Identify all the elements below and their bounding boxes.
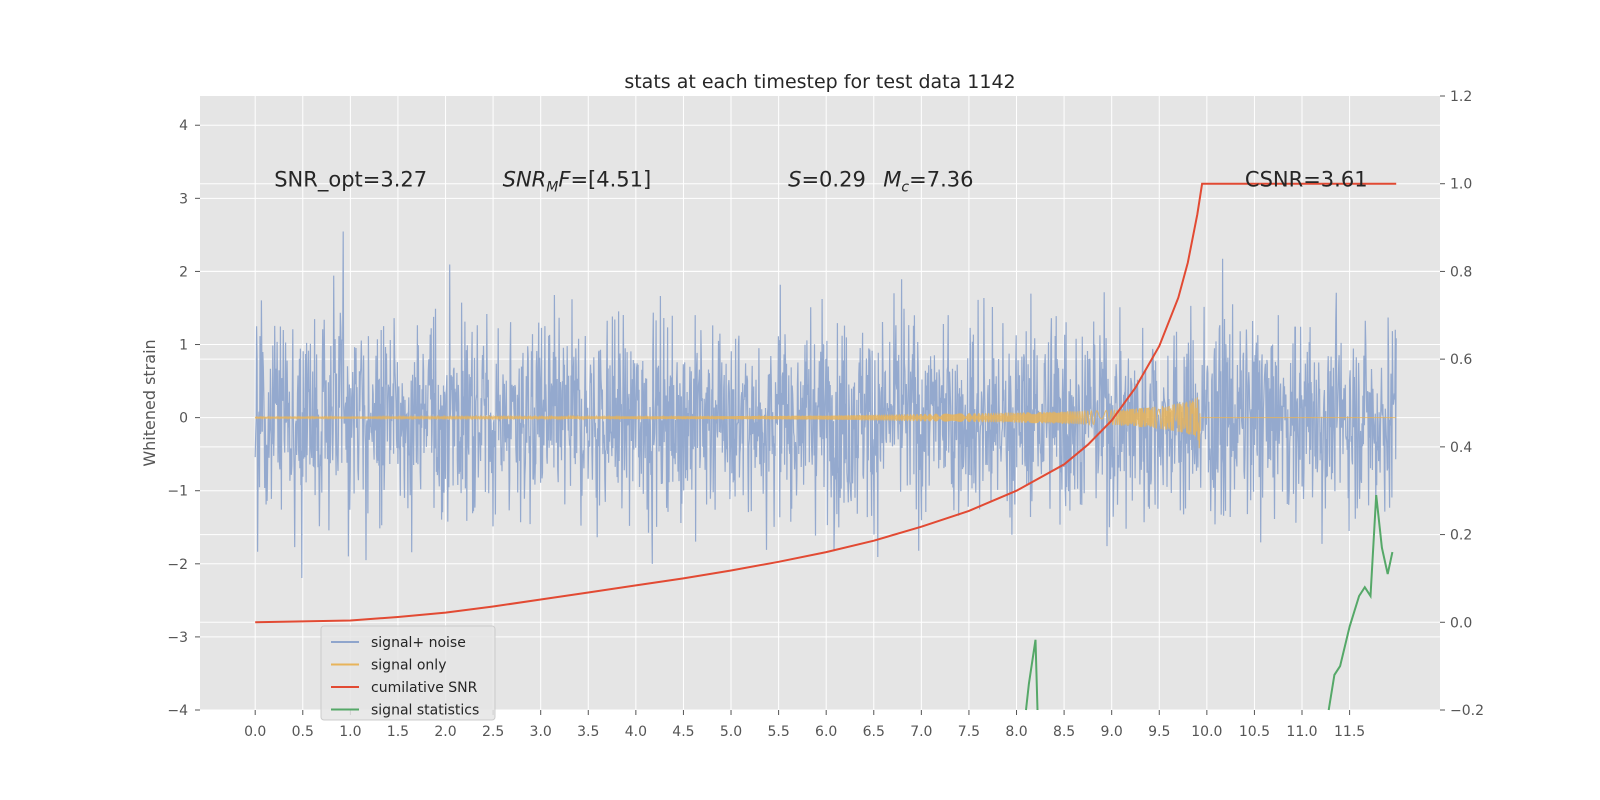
signal-only-line <box>254 397 1397 449</box>
annotation-csnr: CSNR=3.61 <box>1245 168 1368 192</box>
y2-tick-label: 0.4 <box>1450 440 1472 456</box>
x-tick-label: 9.5 <box>1148 724 1170 740</box>
x-tick-label: 3.5 <box>577 724 599 740</box>
legend-box <box>320 625 496 721</box>
y-tick-label: −1 <box>167 484 188 500</box>
y2-tick-label: 0.6 <box>1450 352 1472 368</box>
x-tick-label: 11.5 <box>1334 724 1365 740</box>
y-axis-label: Whitened strain <box>140 339 159 466</box>
y2-tick-label: −0.2 <box>1450 703 1484 719</box>
x-tick-label: 4.0 <box>625 724 647 740</box>
x-tick-label: 8.5 <box>1053 724 1075 740</box>
x-tick-label: 6.5 <box>863 724 885 740</box>
x-tick-label: 10.0 <box>1191 724 1222 740</box>
x-tick-label: 5.5 <box>767 724 789 740</box>
x-tick-label: 1.0 <box>339 724 361 740</box>
x-tick-label: 2.5 <box>482 724 504 740</box>
y-tick-label: 0 <box>179 411 188 427</box>
x-tick-label: 2.0 <box>434 724 456 740</box>
y-tick-label: −4 <box>167 703 188 719</box>
axis-ticks: 0.0 0.5 1.0 1.5 2.0 2.5 3.0 3.5 4.0 4.5 5.0 5.5 6.0 6… <box>167 89 1484 740</box>
cumulative-snr-line <box>255 182 1397 624</box>
legend-label: signal+ noise <box>371 635 466 651</box>
annotation-s-stat: S=0.29 <box>788 168 866 192</box>
legend-label: signal only <box>371 658 446 674</box>
signal-only-series <box>254 397 1397 449</box>
chart-title: stats at each timestep for test data 114… <box>624 71 1015 93</box>
annotation-mc: Mc=7.36 <box>883 168 973 196</box>
y-tick-label: 4 <box>179 118 188 134</box>
x-tick-label: 1.5 <box>387 724 409 740</box>
legend: signal+ noise signal only cumilative SNR si… <box>320 625 496 721</box>
x-tick-label: 9.0 <box>1101 724 1123 740</box>
y2-tick-label: 0.0 <box>1450 615 1472 631</box>
x-tick-label: 11.0 <box>1286 724 1317 740</box>
y-tick-label: 1 <box>179 338 188 354</box>
legend-label: signal statistics <box>371 703 479 719</box>
signal-statistics-line <box>1327 494 1394 711</box>
y-tick-label: −2 <box>167 557 188 573</box>
x-tick-label: 4.5 <box>672 724 694 740</box>
signal-noise-line <box>254 231 1397 579</box>
x-tick-label: 0.5 <box>292 724 314 740</box>
annotations: SNR_opt=3.27 SNRMF=[4.51] S=0.29 Mc=7.36 CSN… <box>274 168 1367 196</box>
legend-label: cumilative SNR <box>371 680 478 696</box>
y-tick-label: 3 <box>179 191 188 207</box>
x-tick-label: 7.5 <box>958 724 980 740</box>
x-tick-label: 3.0 <box>530 724 552 740</box>
y2-tick-label: 1.2 <box>1450 89 1472 105</box>
y2-tick-label: 0.8 <box>1450 264 1472 280</box>
y2-tick-label: 1.0 <box>1450 177 1472 193</box>
annotation-snr-opt: SNR_opt=3.27 <box>274 168 427 193</box>
annotation-snr-mf: SNRMF=[4.51] <box>503 168 652 196</box>
x-tick-label: 7.0 <box>910 724 932 740</box>
signal-statistics-line <box>1025 639 1039 711</box>
signal-statistics-series <box>1025 494 1394 711</box>
y-tick-label: 2 <box>179 264 188 280</box>
x-tick-label: 6.0 <box>815 724 837 740</box>
y-tick-label: −3 <box>167 630 188 646</box>
y2-tick-label: 0.2 <box>1450 528 1472 544</box>
x-tick-label: 8.0 <box>1005 724 1027 740</box>
signal-noise-series <box>254 231 1397 579</box>
x-tick-label: 0.0 <box>244 724 266 740</box>
x-tick-label: 10.5 <box>1239 724 1270 740</box>
x-tick-label: 5.0 <box>720 724 742 740</box>
cumulative-snr-series <box>255 182 1397 624</box>
